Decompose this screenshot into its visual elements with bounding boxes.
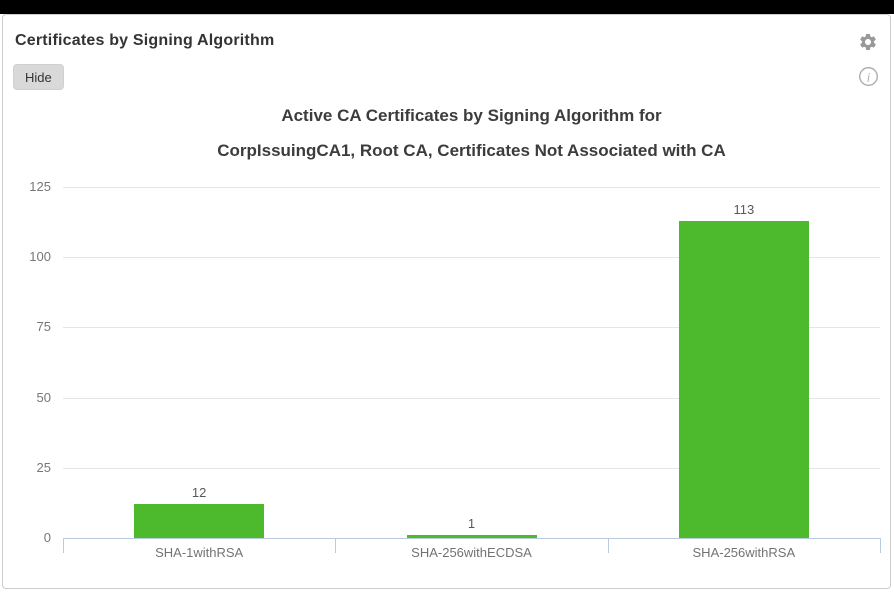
x-axis-category-label: SHA-256withRSA xyxy=(692,545,796,560)
gear-icon[interactable] xyxy=(857,32,879,54)
svg-text:i: i xyxy=(866,70,870,84)
gridline-100 xyxy=(63,257,880,259)
x-axis-category-tick xyxy=(335,538,337,553)
chart-title: Active CA Certificates by Signing Algori… xyxy=(63,98,880,168)
gridline-125 xyxy=(63,187,880,188)
widget-title: Certificates by Signing Algorithm xyxy=(15,32,275,49)
bar-SHA-1withRSA xyxy=(134,504,265,538)
x-axis-category-label: SHA-256withECDSA xyxy=(411,545,532,560)
bar-value-label: 12 xyxy=(191,485,207,500)
y-axis-tick-label: 25 xyxy=(36,459,51,475)
hide-button-label: Hide xyxy=(25,69,52,85)
y-axis-tick-label: 125 xyxy=(29,179,51,194)
info-circle-icon[interactable]: i xyxy=(857,66,879,88)
y-axis-tick-label: 0 xyxy=(43,530,51,545)
hide-button[interactable]: Hide xyxy=(13,64,64,90)
x-axis-line xyxy=(63,538,880,539)
chart-title-line2: CorpIssuingCA1, Root CA, Certificates No… xyxy=(217,141,726,160)
x-axis-category-tick xyxy=(63,538,64,553)
certificates-by-signing-algorithm-widget: Certificates by Signing Algorithm Hide i… xyxy=(2,14,891,589)
x-axis-category-tick xyxy=(880,538,881,553)
page-top-dark-strip xyxy=(0,0,894,14)
y-axis-tick-label: 75 xyxy=(36,319,51,335)
bar-chart-plot-area: 0 25 50 75 100 125 12 SHA-1withRSA 1 SHA-256withE… xyxy=(29,179,881,560)
chart-title-line1: Active CA Certificates by Signing Algori… xyxy=(281,106,662,125)
gridline-50 xyxy=(63,397,880,399)
bar-value-label: 1 xyxy=(467,516,476,531)
bar-SHA-256withRSA xyxy=(678,221,809,538)
y-axis-tick-label: 50 xyxy=(36,389,51,405)
x-axis-category-label: SHA-1withRSA xyxy=(155,545,244,560)
gridline-25 xyxy=(63,467,880,469)
gridline-75 xyxy=(63,327,880,329)
x-axis-category-tick xyxy=(607,538,609,553)
bar-value-label: 113 xyxy=(733,202,755,217)
y-axis-tick-label: 100 xyxy=(29,249,51,265)
bar-SHA-256withECDSA xyxy=(406,535,537,538)
